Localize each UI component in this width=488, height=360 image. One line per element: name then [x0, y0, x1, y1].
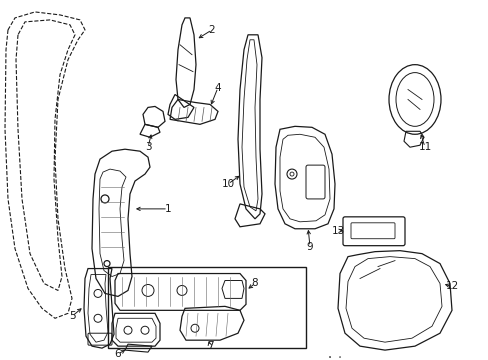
- Bar: [108, 266, 305, 348]
- Text: 8: 8: [251, 279, 258, 288]
- Text: 10: 10: [221, 179, 234, 189]
- Text: 2: 2: [208, 25, 215, 35]
- Text: 3: 3: [144, 142, 151, 152]
- Text: 9: 9: [306, 242, 313, 252]
- Text: 1: 1: [164, 204, 171, 214]
- Text: 12: 12: [445, 282, 458, 292]
- Text: 7: 7: [206, 341, 213, 351]
- Text: 13: 13: [331, 226, 344, 236]
- Text: 4: 4: [214, 82, 221, 93]
- Text: 6: 6: [115, 349, 121, 359]
- Text: 11: 11: [418, 142, 431, 152]
- Text: 5: 5: [68, 311, 75, 321]
